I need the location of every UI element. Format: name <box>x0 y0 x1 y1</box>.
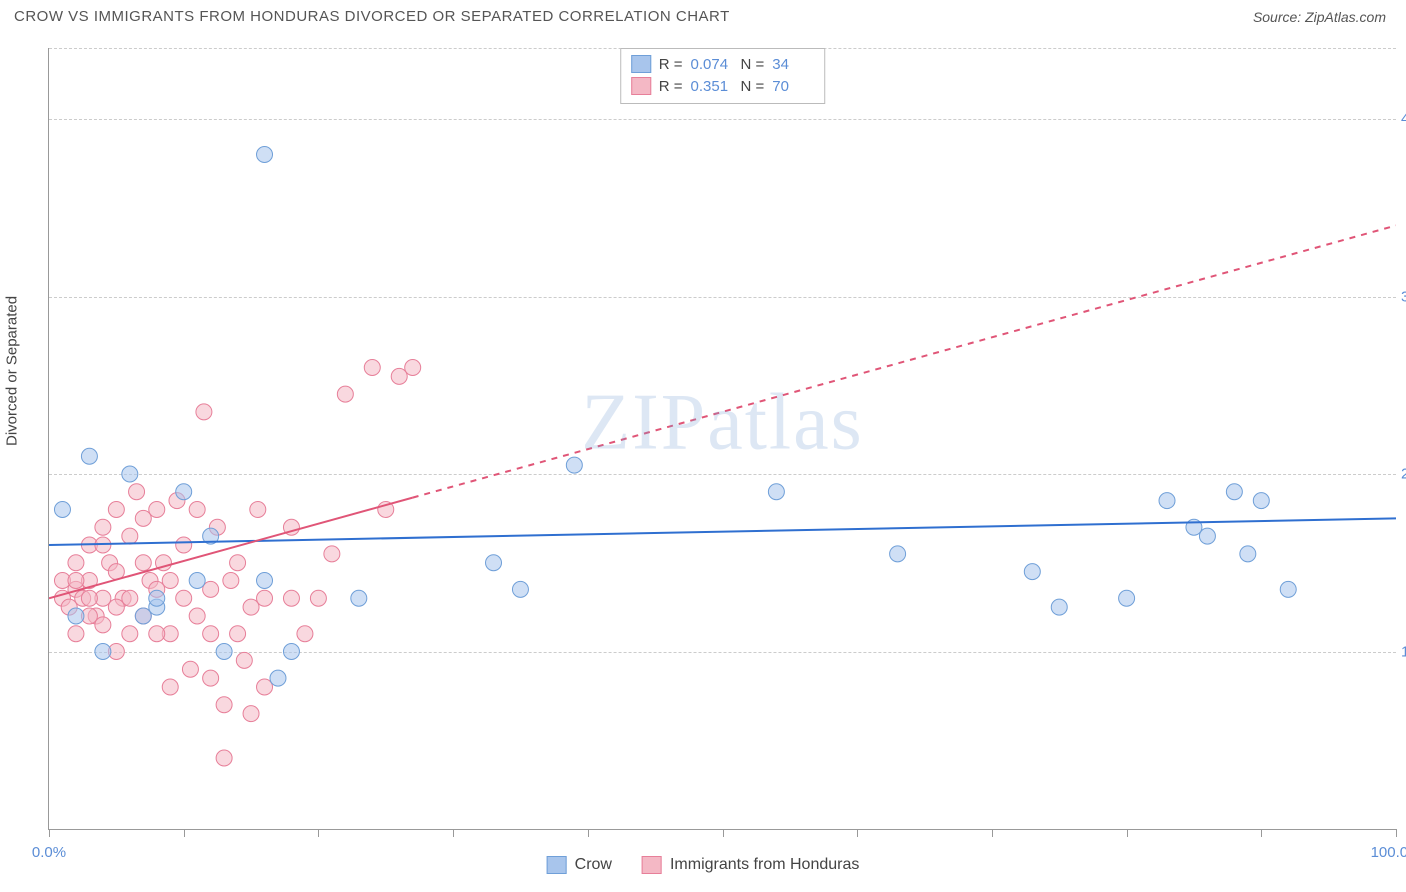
source-label: Source: ZipAtlas.com <box>1253 9 1386 25</box>
legend-swatch-crow <box>631 55 651 73</box>
legend-item-crow: Crow <box>547 856 612 874</box>
x-tick-label: 100.0% <box>1371 844 1406 861</box>
plot-area: ZIPatlas R = 0.074 N = 34 R = 0.351 N = … <box>48 48 1396 830</box>
chart-title: CROW VS IMMIGRANTS FROM HONDURAS DIVORCE… <box>14 8 730 25</box>
legend-stats: R = 0.074 N = 34 R = 0.351 N = 70 <box>620 48 826 104</box>
y-axis-label: Divorced or Separated <box>4 296 21 446</box>
chart-area: ZIPatlas R = 0.074 N = 34 R = 0.351 N = … <box>48 48 1396 830</box>
y-tick-label: 10.0% <box>1401 643 1406 660</box>
legend-swatch-icon <box>547 856 567 874</box>
legend-swatch-icon <box>642 856 662 874</box>
legend-row: R = 0.074 N = 34 <box>631 53 815 75</box>
x-tick-label: 0.0% <box>32 844 66 861</box>
legend-item-honduras: Immigrants from Honduras <box>642 856 859 874</box>
y-tick-label: 20.0% <box>1401 466 1406 483</box>
legend-row: R = 0.351 N = 70 <box>631 75 815 97</box>
legend-series: Crow Immigrants from Honduras <box>547 856 860 874</box>
y-tick-label: 40.0% <box>1401 111 1406 128</box>
legend-swatch-honduras <box>631 77 651 95</box>
y-tick-label: 30.0% <box>1401 288 1406 305</box>
plot-svg <box>49 48 1396 829</box>
